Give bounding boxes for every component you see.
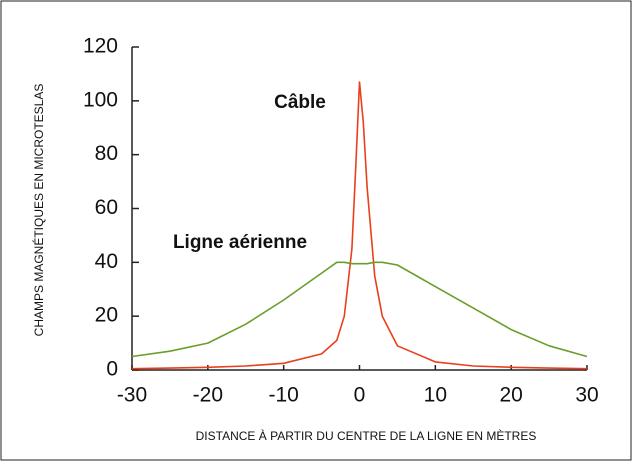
x-tick-label: 30 xyxy=(575,384,598,407)
y-tick-label: 80 xyxy=(95,142,118,165)
x-tick-label: -10 xyxy=(268,384,298,407)
y-tick-label: 20 xyxy=(95,304,118,327)
y-axis-title: CHAMPS MAGNÉTIQUES EN MICROTESLAS xyxy=(31,84,46,337)
y-tick-label: 100 xyxy=(83,88,118,111)
x-tick-label: 20 xyxy=(499,384,522,407)
x-tick-label: -20 xyxy=(193,384,223,407)
series-annotation: Ligne aérienne xyxy=(173,232,307,253)
x-tick-label: -30 xyxy=(117,384,147,407)
y-tick-label: 40 xyxy=(95,250,118,273)
y-tick-label: 120 xyxy=(83,35,118,58)
x-axis-title: DISTANCE À PARTIR DU CENTRE DE LA LIGNE … xyxy=(196,428,537,443)
x-tick-label: 0 xyxy=(354,384,366,407)
y-tick-label: 60 xyxy=(95,196,118,219)
y-tick-label: 0 xyxy=(106,358,118,381)
series-annotation: Câble xyxy=(274,92,326,113)
x-tick-label: 10 xyxy=(424,384,447,407)
series-line xyxy=(131,261,588,358)
series-line xyxy=(131,81,588,370)
